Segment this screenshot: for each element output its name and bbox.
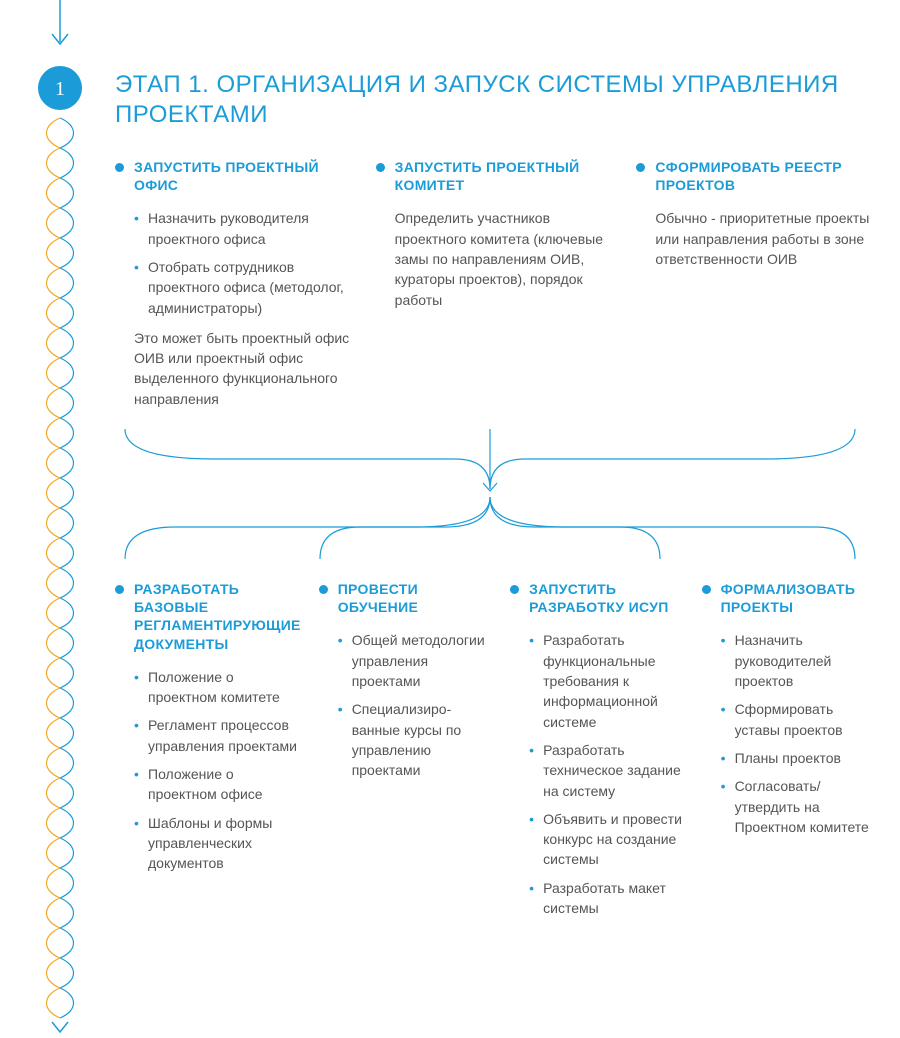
block-header: РАЗРАБОТАТЬ БАЗОВЫЕ РЕГЛАМЕНТИРУЮЩИЕ ДОК…	[115, 580, 301, 653]
content-column: ЭТАП 1. ОРГАНИЗАЦИЯ И ЗАПУСК СИСТЕМЫ УПР…	[115, 70, 875, 928]
row2-block-1: ПРОВЕСТИ ОБУЧЕНИЕ Общей методологии управ…	[319, 580, 492, 928]
block-title: ПРОВЕСТИ ОБУЧЕНИЕ	[338, 580, 492, 616]
block-header: ЗАПУСТИТЬ ПРОЕКТНЫЙ ОФИС	[115, 158, 354, 194]
timeline-column: 1	[30, 0, 90, 1033]
block-body: Обычно - приоритетные проекты или направ…	[636, 208, 875, 269]
row2-block-2: ЗАПУСТИТЬ РАЗРАБОТКУ ИСУП Разработать фун…	[510, 580, 683, 928]
row-1: ЗАПУСТИТЬ ПРОЕКТНЫЙ ОФИС Назначить руково…	[115, 158, 875, 409]
list-item: Шаблоны и формы управленческих документо…	[134, 813, 301, 874]
block-title: ЗАПУСТИТЬ ПРОЕКТНЫЙ КОМИТЕТ	[395, 158, 615, 194]
connector	[115, 419, 875, 574]
bullet-icon	[510, 585, 519, 594]
list-item: Планы проектов	[721, 748, 875, 768]
block-body: Определить участников проектного комитет…	[376, 208, 615, 309]
list-item: Назначить руководителей проектов	[721, 630, 875, 691]
bullet-list: Положение о проектном комитете Регламент …	[134, 667, 301, 874]
row1-block-1: ЗАПУСТИТЬ ПРОЕКТНЫЙ КОМИТЕТ Определить уч…	[376, 158, 615, 409]
stage-number: 1	[55, 78, 65, 100]
helix-icon	[47, 118, 74, 1018]
block-header: СФОРМИРОВАТЬ РЕЕСТР ПРОЕКТОВ	[636, 158, 875, 194]
row2-block-0: РАЗРАБОТАТЬ БАЗОВЫЕ РЕГЛАМЕНТИРУЮЩИЕ ДОК…	[115, 580, 301, 928]
list-item: Специализиро­ванные курсы по управлению …	[338, 699, 492, 780]
list-item: Разработать макет системы	[529, 878, 683, 919]
bullet-icon	[319, 585, 328, 594]
list-item: Отобрать сотрудников проектного офиса (м…	[134, 257, 354, 318]
list-item: Общей методологии управления проектами	[338, 630, 492, 691]
bullet-icon	[115, 163, 124, 172]
block-header: ФОРМАЛИЗОВАТЬ ПРОЕКТЫ	[702, 580, 875, 616]
block-body: Назначить руководителя проектного офиса О…	[115, 208, 354, 409]
bullet-icon	[115, 585, 124, 594]
stage-title: ЭТАП 1. ОРГАНИЗАЦИЯ И ЗАПУСК СИСТЕМЫ УПР…	[115, 70, 875, 130]
block-body: Разработать функциональные требования к …	[510, 630, 683, 918]
timeline-svg: 1	[30, 0, 90, 1033]
block-title: СФОРМИРОВАТЬ РЕЕСТР ПРОЕКТОВ	[655, 158, 875, 194]
bullet-list: Общей методологии управления проектами Сп…	[338, 630, 492, 780]
list-item: Назначить руководителя проектного офиса	[134, 208, 354, 249]
row1-block-0: ЗАПУСТИТЬ ПРОЕКТНЫЙ ОФИС Назначить руково…	[115, 158, 354, 409]
list-item: Разработать функциональные требования к …	[529, 630, 683, 731]
list-item: Положение о проектном офисе	[134, 764, 301, 805]
block-header: ЗАПУСТИТЬ ПРОЕКТНЫЙ КОМИТЕТ	[376, 158, 615, 194]
block-title: ЗАПУСТИТЬ РАЗРАБОТКУ ИСУП	[529, 580, 683, 616]
list-item: Объявить и провести конкурс на создание …	[529, 809, 683, 870]
bullet-icon	[636, 163, 645, 172]
block-note: Это может быть проектный офис ОИВ или пр…	[134, 328, 354, 409]
connector-svg	[115, 419, 875, 569]
block-title: ФОРМАЛИЗОВАТЬ ПРОЕКТЫ	[721, 580, 875, 616]
bullet-list: Назначить руководителей проектов Сформиро…	[721, 630, 875, 837]
block-title: РАЗРАБОТАТЬ БАЗОВЫЕ РЕГЛАМЕНТИРУЮЩИЕ ДОК…	[134, 580, 301, 653]
bullet-icon	[376, 163, 385, 172]
bullet-list: Назначить руководителя проектного офиса О…	[134, 208, 354, 317]
block-note: Определить участников проектного комитет…	[395, 208, 615, 309]
block-body: Общей методологии управления проектами Сп…	[319, 630, 492, 780]
block-body: Положение о проектном комитете Регламент …	[115, 667, 301, 874]
row2-block-3: ФОРМАЛИЗОВАТЬ ПРОЕКТЫ Назначить руководит…	[702, 580, 875, 928]
list-item: Разработать техническое задание на систе…	[529, 740, 683, 801]
list-item: Положение о проектном комитете	[134, 667, 301, 708]
block-title: ЗАПУСТИТЬ ПРОЕКТНЫЙ ОФИС	[134, 158, 354, 194]
list-item: Согласовать/ утвердить на Проектном коми…	[721, 776, 875, 837]
block-note: Обычно - приоритетные проекты или направ…	[655, 208, 875, 269]
bullet-list: Разработать функциональные требования к …	[529, 630, 683, 918]
block-header: ПРОВЕСТИ ОБУЧЕНИЕ	[319, 580, 492, 616]
row-2: РАЗРАБОТАТЬ БАЗОВЫЕ РЕГЛАМЕНТИРУЮЩИЕ ДОК…	[115, 580, 875, 928]
block-header: ЗАПУСТИТЬ РАЗРАБОТКУ ИСУП	[510, 580, 683, 616]
list-item: Сформировать уставы проектов	[721, 699, 875, 740]
row1-block-2: СФОРМИРОВАТЬ РЕЕСТР ПРОЕКТОВ Обычно - при…	[636, 158, 875, 409]
list-item: Регламент процессов управления проектами	[134, 715, 301, 756]
block-body: Назначить руководителей проектов Сформиро…	[702, 630, 875, 837]
bullet-icon	[702, 585, 711, 594]
